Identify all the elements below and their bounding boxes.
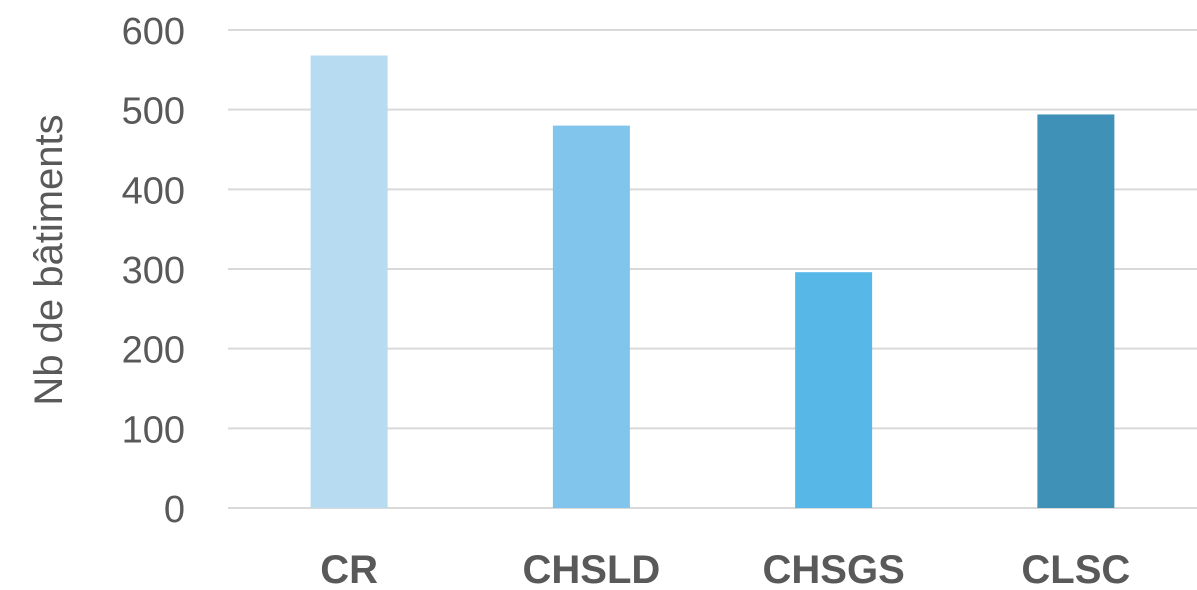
y-axis-ticks: 0 100 200 300 400 500 600 [122, 11, 185, 531]
x-axis-categories: CR CHSLD CHSGS CLSC [320, 548, 1130, 590]
x-category-label: CR [320, 548, 378, 590]
y-tick-label: 0 [164, 489, 185, 531]
bar-cr [310, 55, 388, 508]
bar-clsc [1037, 114, 1115, 509]
y-tick-label: 300 [122, 250, 185, 292]
x-category-label: CLSC [1021, 548, 1130, 590]
bars [310, 55, 1115, 509]
y-tick-label: 600 [122, 11, 185, 53]
y-tick-label: 200 [122, 330, 185, 372]
gridlines [228, 29, 1197, 509]
bar-chsgs [795, 272, 873, 508]
y-tick-label: 500 [122, 91, 185, 133]
y-tick-label: 400 [122, 170, 185, 212]
bar-chsld [552, 125, 630, 508]
y-axis-title: Nb de bâtiments [27, 114, 71, 405]
y-tick-label: 100 [122, 409, 185, 451]
x-category-label: CHSLD [522, 548, 660, 590]
x-category-label: CHSGS [763, 548, 905, 590]
